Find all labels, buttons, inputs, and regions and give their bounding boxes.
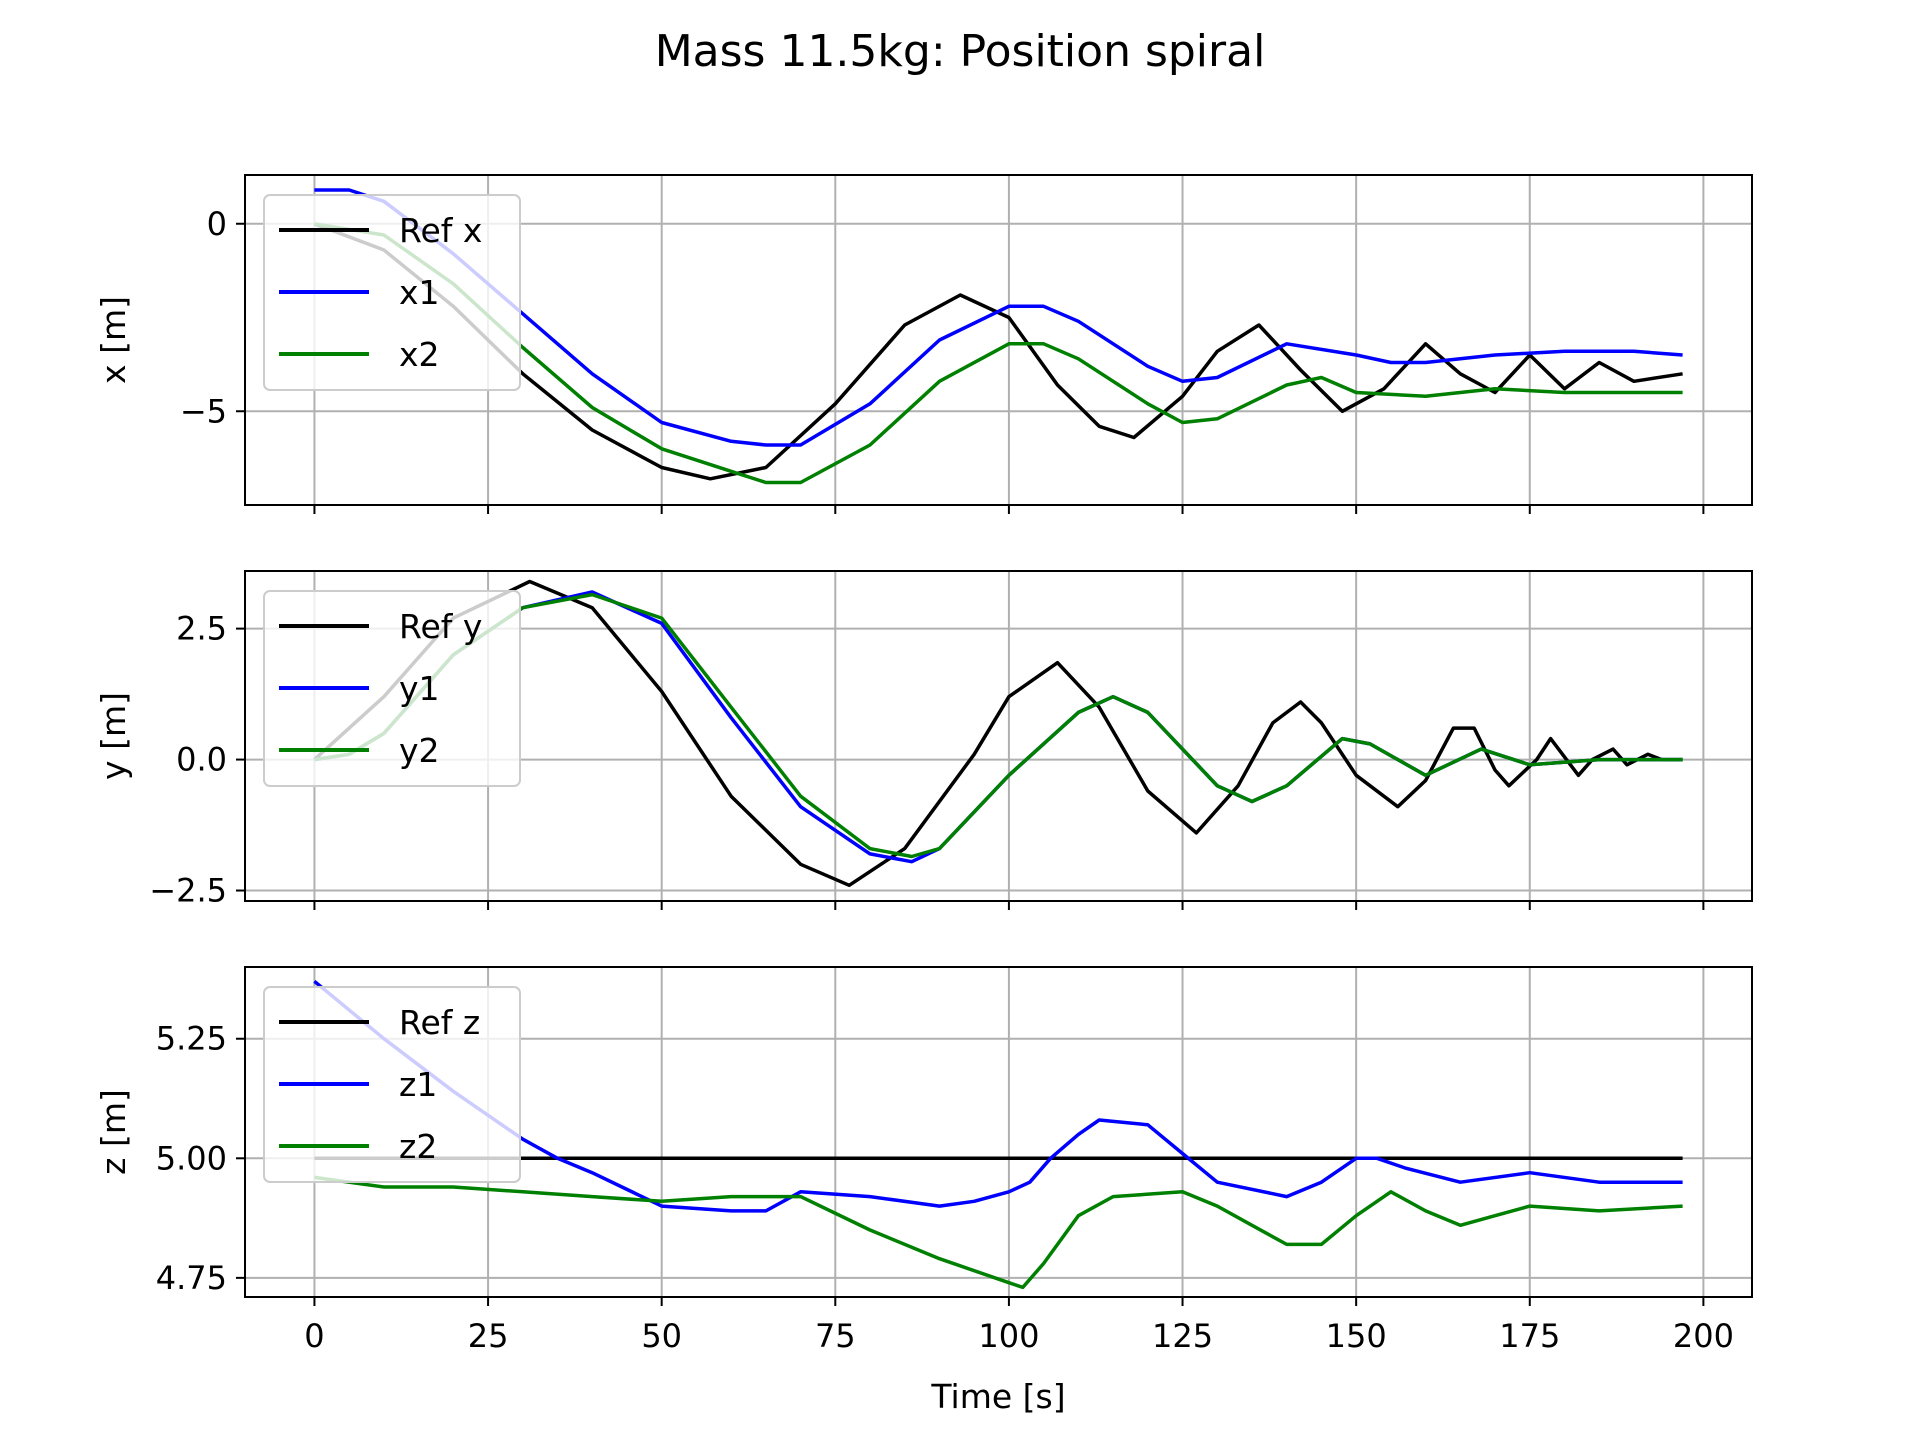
axes-frame [244, 570, 1753, 902]
axes-frame [244, 966, 1753, 1298]
legend: Ref z z1 z2 [263, 986, 521, 1183]
x-tick-label: 75 [815, 1317, 856, 1355]
axes-frame [244, 174, 1753, 506]
legend-box [263, 590, 521, 787]
x-axis-label: Time [s] [930, 1377, 1065, 1416]
subplots: 0 −5 x [m] Ref x x1 x2 2.5 0.0 −2.5 y [m] Ref y y1 y… [94, 174, 1753, 1416]
series-line-y2 [314, 592, 1683, 859]
x-tick-label: 0 [304, 1317, 324, 1355]
legend-label: Ref z [399, 1003, 480, 1042]
series-line-z1 [313, 979, 1683, 1213]
series-line-x2 [314, 222, 1683, 485]
y-axis-label: y [m] [94, 692, 133, 780]
legend-label: Ref y [399, 607, 482, 646]
legend: Ref y y1 y2 [263, 590, 521, 787]
x-tick-label: 125 [1152, 1317, 1213, 1355]
figure-title: Mass 11.5kg: Position spiral [655, 26, 1266, 77]
legend-label: z1 [399, 1065, 437, 1104]
y-tick-label: 2.5 [176, 610, 227, 648]
x-tick-label: 175 [1499, 1317, 1560, 1355]
y-tick-label: 0.0 [176, 741, 227, 779]
y-tick-label: 5.00 [156, 1139, 227, 1177]
series-line-ref-y [313, 579, 1683, 888]
x-tick-label: 100 [978, 1317, 1039, 1355]
legend-label: x2 [399, 335, 440, 374]
legend-label: z2 [399, 1127, 437, 1166]
x-tick-label: 50 [641, 1317, 682, 1355]
x-tick-label: 25 [468, 1317, 509, 1355]
legend-box [263, 986, 521, 1183]
legend-box [263, 194, 521, 391]
x-tick-label: 200 [1673, 1317, 1734, 1355]
y-tick-label: −5 [180, 392, 227, 430]
y-tick-label: 0 [207, 205, 227, 243]
y-tick-label: 4.75 [156, 1259, 227, 1297]
series-line-z2 [314, 1175, 1683, 1290]
y-tick-label: −2.5 [149, 872, 227, 910]
subplot-2: 2.5 0.0 −2.5 y [m] Ref y y1 y2 [94, 570, 1753, 910]
y-tick-label: 5.25 [156, 1020, 227, 1058]
legend-label: Ref x [399, 211, 482, 250]
legend: Ref x x1 x2 [263, 194, 521, 391]
legend-label: y2 [399, 731, 440, 770]
series-line-x1 [314, 188, 1683, 447]
legend-label: x1 [399, 273, 440, 312]
series-line-ref-x [313, 222, 1683, 481]
y-axis-label: z [m] [94, 1089, 133, 1175]
y-axis-label: x [m] [94, 296, 133, 384]
subplot-3: 0 25 50 75 100 125 150 175 200 5.25 5.00 4.75 z [m] T… [94, 966, 1753, 1416]
x-tick-label: 150 [1326, 1317, 1387, 1355]
subplot-1: 0 −5 x [m] Ref x x1 x2 [94, 174, 1753, 514]
legend-label: y1 [399, 669, 440, 708]
